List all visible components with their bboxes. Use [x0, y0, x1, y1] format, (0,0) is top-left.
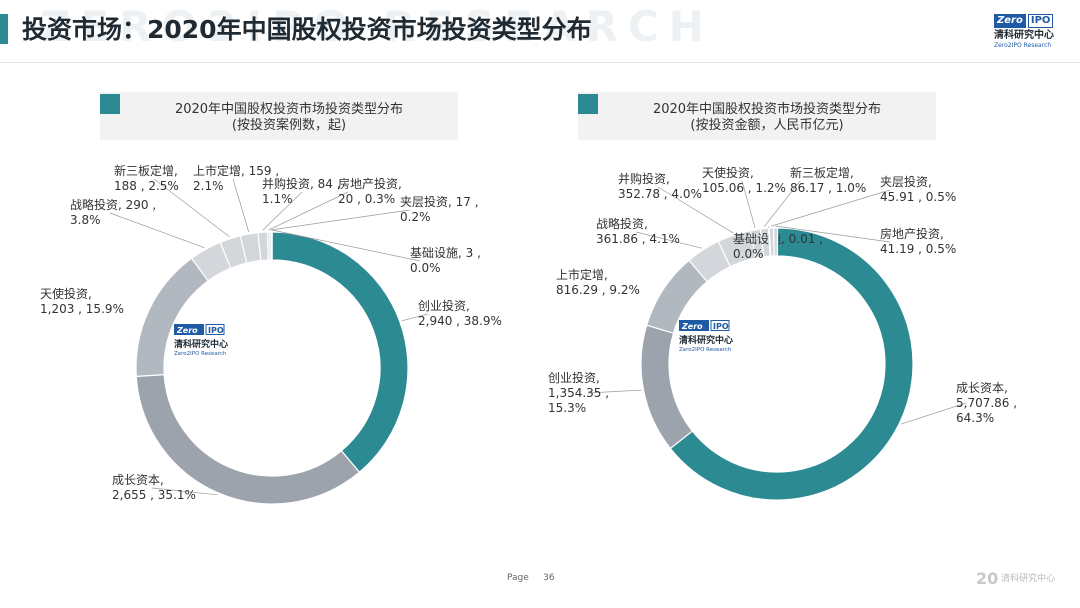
title-accent-bar — [0, 14, 8, 44]
svg-text:清科研究中心: 清科研究中心 — [174, 338, 228, 350]
chart-2-leader-line — [635, 231, 703, 249]
footer-logo-text: 清科研究中心 — [1001, 574, 1056, 584]
chart-2-leader-line — [764, 180, 801, 227]
watermark: ZERO2IPO RESEARCH — [40, 2, 714, 51]
chart-2-data-label: 夹层投资, 45.91 , 0.5% — [880, 174, 956, 204]
chart-2-header: 2020年中国股权投资市场投资类型分布 (按投资金额，人民币亿元) — [578, 92, 936, 140]
chart-2-slice — [772, 227, 779, 257]
chart-1-data-label: 基础设施, 3 , 0.0% — [410, 246, 481, 275]
chart-2-donut: 成长资本, 5,707.86 , 64.3% 创业投资, 1,354.35 , 15.3%… — [548, 165, 1017, 501]
chart-2-leader-line — [657, 186, 734, 234]
footer-page-label: Page — [507, 573, 529, 583]
chart-2-data-label: 创业投资, 1,354.35 , 15.3% — [548, 370, 609, 415]
chart-2-leader-line — [741, 180, 756, 228]
svg-text:IPO: IPO — [713, 322, 729, 331]
footer-page: Page 36 — [507, 573, 555, 583]
chart-1-data-label: 新三板定增, 188 , 2.5% — [114, 163, 179, 193]
chart-1-leader-line — [109, 212, 205, 249]
logo-badge-left: Zero — [994, 14, 1026, 28]
logo-badge-right: IPO — [1027, 14, 1054, 28]
chart-1-data-label: 夹层投资, 17 , 0.2% — [400, 194, 479, 224]
chart-1-data-label: 上市定增, 159 , 2.1% — [193, 163, 279, 193]
page-title: 投资市场：2020年中国股权投资市场投资类型分布 — [22, 15, 592, 44]
chart-1-leader-line — [153, 178, 230, 237]
chart-1-data-label: 天使投资, 1,203 , 15.9% — [40, 286, 124, 316]
chart-1-leader-line — [268, 191, 349, 231]
chart-1-header-square — [100, 94, 120, 114]
chart-1-slice — [271, 231, 273, 261]
chart-1-slice — [135, 257, 209, 378]
chart-2-subtitle: (按投资金额，人民币亿元) — [690, 118, 844, 133]
chart-1-data-label: 成长资本, 2,655 , 35.1% — [112, 473, 196, 502]
logo-badge: Zero IPO — [994, 14, 1066, 28]
footer-page-number: 36 — [543, 573, 555, 583]
chart-2-data-label: 房地产投资, 41.19 , 0.5% — [880, 226, 956, 256]
chart-1-leader-line — [151, 487, 218, 496]
header-divider — [0, 62, 1080, 63]
chart-1-data-label: 并购投资, 84 , 1.1% — [262, 176, 341, 206]
chart-1-data-label: 创业投资, 2,940 , 38.9% — [418, 298, 502, 328]
chart-2-leader-line — [775, 225, 891, 243]
chart-2-leader-line — [587, 389, 642, 394]
chart-2-title-block: 2020年中国股权投资市场投资类型分布 (按投资金额，人民币亿元) — [598, 102, 936, 134]
chart-1-leader-line — [270, 209, 411, 231]
chart-2-leader-line — [771, 189, 891, 227]
chart-2-data-label: 天使投资, 105.06 , 1.2% — [702, 165, 786, 195]
zero2ipo-logo: Zero IPO 清科研究中心 Zero2IPO Research — [994, 14, 1066, 54]
chart-1-subtitle: (按投资案例数，起) — [231, 118, 347, 133]
svg-text:清科研究中心: 清科研究中心 — [679, 334, 733, 346]
chart-2-data-label: 并购投资, 352.78 , 4.0% — [618, 171, 702, 201]
chart-1-title: 2020年中国股权投资市场投资类型分布 — [174, 102, 404, 117]
chart-1-slice — [135, 374, 361, 505]
svg-text:IPO: IPO — [208, 326, 224, 335]
chart-1-header: 2020年中国股权投资市场投资类型分布 (按投资案例数，起) — [100, 92, 458, 140]
svg-text:Zero: Zero — [681, 322, 703, 331]
chart-2-slice — [669, 227, 914, 501]
chart-1-leader-line — [262, 191, 303, 231]
logo-en-text: Zero2IPO Research — [994, 42, 1052, 49]
chart-2-data-label: 战略投资, 361.86 , 4.1% — [596, 216, 680, 246]
chart-2-header-square — [578, 94, 598, 114]
svg-text:Zero2IPO Research: Zero2IPO Research — [679, 347, 732, 353]
footer-logo-mark: 20 — [976, 569, 999, 588]
footer-logo: 20 清科研究中心 — [976, 569, 1055, 588]
chart-2-data-label: 上市定增, 816.29 , 9.2% — [556, 267, 640, 297]
chart-1-leader-line — [401, 313, 429, 322]
chart-1-slice — [271, 231, 409, 474]
chart-2-leader-line — [901, 402, 967, 425]
chart-2-data-label: 成长资本, 5,707.86 , 64.3% — [956, 381, 1017, 425]
chart-1-data-label: 房地产投资, 20 , 0.3% — [338, 176, 402, 206]
svg-text:Zero: Zero — [176, 326, 198, 335]
chart-1-leader-line — [271, 229, 421, 262]
chart-1-leader-line — [232, 178, 250, 233]
chart-2-title: 2020年中国股权投资市场投资类型分布 — [652, 102, 882, 117]
svg-text:Zero2IPO Research: Zero2IPO Research — [174, 351, 227, 357]
chart-1-title-block: 2020年中国股权投资市场投资类型分布 (按投资案例数，起) — [120, 102, 458, 134]
chart-1-data-label: 战略投资, 290 , 3.8% — [70, 197, 156, 227]
chart-1-donut: 创业投资, 2,940 , 38.9% 成长资本, 2,655 , 35.1% 天使投资… — [40, 163, 502, 505]
logo-cn-text: 清科研究中心 — [994, 30, 1054, 41]
chart-2-data-label: 新三板定增, 86.17 , 1.0% — [790, 165, 866, 195]
